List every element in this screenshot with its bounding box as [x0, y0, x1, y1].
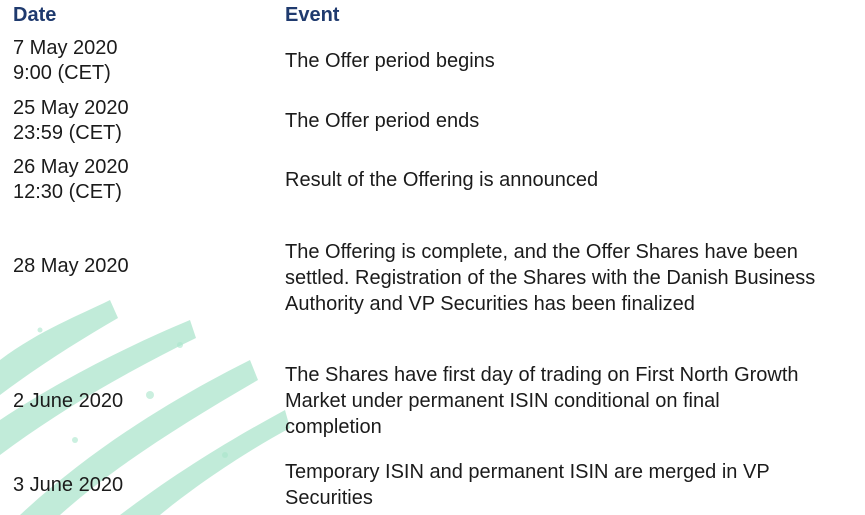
date-line: 3 June 2020 [13, 473, 124, 496]
date-line: 25 May 2020 [13, 97, 129, 119]
table-row: 3 June 2020 Temporary ISIN and permanent… [0, 459, 865, 511]
time-line: 12:30 (CET) [13, 181, 122, 203]
event-text: Authority and VP Securities has been fin… [285, 293, 695, 315]
event-text: completion [285, 416, 382, 438]
date-line: 28 May 2020 [13, 254, 129, 277]
table-row: 7 May 2020 9:00 (CET) The Offer period b… [0, 37, 865, 85]
event-cell: The Shares have first day of trading on … [285, 361, 863, 441]
date-cell: 2 June 2020 [13, 361, 273, 441]
date-line: 7 May 2020 [13, 37, 118, 59]
event-text: The Offer period begins [285, 50, 495, 72]
event-text: Securities [285, 487, 373, 509]
date-cell: 25 May 2020 23:59 (CET) [13, 96, 273, 146]
time-line: 23:59 (CET) [13, 122, 122, 144]
date-line: 26 May 2020 [13, 156, 129, 178]
date-line: 2 June 2020 [13, 389, 124, 412]
date-column-header: Date [13, 4, 57, 26]
table-row: 28 May 2020 The Offering is complete, an… [0, 238, 865, 318]
event-text: The Offering is complete, and the Offer … [285, 241, 798, 263]
event-text: The Shares have first day of trading on … [285, 364, 799, 386]
table-row: 2 June 2020 The Shares have first day of… [0, 361, 865, 441]
table-row: 25 May 2020 23:59 (CET) The Offer period… [0, 96, 865, 146]
event-cell: The Offer period begins [285, 37, 863, 85]
table-row: 26 May 2020 12:30 (CET) Result of the Of… [0, 155, 865, 205]
event-cell: The Offering is complete, and the Offer … [285, 238, 863, 318]
date-cell: 7 May 2020 9:00 (CET) [13, 37, 273, 85]
time-line: 9:00 (CET) [13, 62, 111, 84]
event-cell: Temporary ISIN and permanent ISIN are me… [285, 459, 863, 511]
event-cell: Result of the Offering is announced [285, 155, 863, 205]
date-cell: 28 May 2020 [13, 238, 273, 294]
event-cell: The Offer period ends [285, 96, 863, 146]
event-text: Temporary ISIN and permanent ISIN are me… [285, 461, 770, 483]
event-column-header: Event [285, 4, 340, 26]
event-text: Market under permanent ISIN conditional … [285, 390, 720, 412]
date-cell: 3 June 2020 [13, 459, 273, 511]
event-text: settled. Registration of the Shares with… [285, 267, 816, 289]
date-cell: 26 May 2020 12:30 (CET) [13, 155, 273, 205]
event-text: The Offer period ends [285, 110, 480, 132]
event-text: Result of the Offering is announced [285, 169, 599, 191]
